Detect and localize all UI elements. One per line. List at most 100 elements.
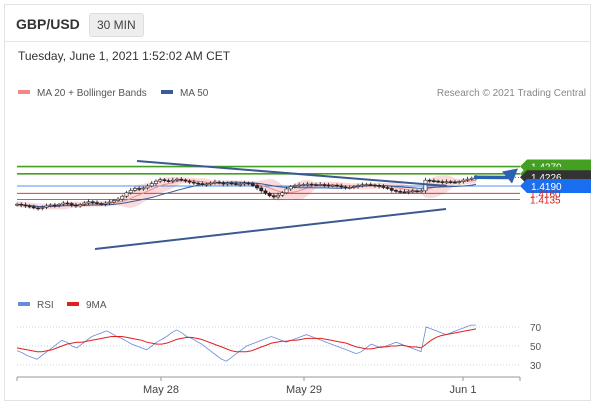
candle-body [225, 182, 230, 185]
candle-body [440, 181, 445, 183]
timeframe-badge[interactable]: 30 MIN [89, 13, 144, 37]
rsi-tick-70: 70 [530, 323, 542, 334]
candle-body [158, 179, 163, 182]
candle-body [267, 192, 272, 197]
candle-body [398, 191, 403, 193]
credit-text: Research © 2021 Trading Central [437, 88, 586, 99]
rsi-ma-line [16, 328, 477, 353]
candle-body [330, 184, 335, 187]
level-label-1.4190: 1.4190 [531, 182, 562, 193]
candle-body [57, 203, 62, 206]
candle-body [120, 195, 125, 200]
candle-body [61, 202, 66, 205]
ma50-legend-swatch [161, 90, 173, 94]
candle-body [175, 178, 179, 181]
candle-body [419, 190, 424, 193]
candle-body [133, 188, 137, 191]
level-label-1.4226: 1.4226 [531, 173, 562, 184]
candle-body [406, 191, 411, 193]
candle-body [15, 203, 19, 206]
candle-body [343, 186, 348, 189]
candle-body [107, 201, 112, 204]
candle-body [276, 194, 280, 198]
candle-body [19, 203, 24, 206]
candle-body [179, 178, 184, 181]
candle-body [263, 190, 268, 194]
candle-body [191, 181, 196, 184]
currency-pair-title: GBP/USD [16, 16, 80, 32]
candle-body [360, 184, 365, 187]
candle-body [284, 188, 289, 194]
candle-body [31, 206, 36, 209]
rsi-legend-label: RSI [37, 300, 54, 311]
candle-body [431, 180, 436, 182]
candle-body [82, 202, 87, 205]
ma50-line [16, 181, 477, 208]
rsi-panel: 70 50 30 [16, 323, 542, 372]
candle-body [250, 183, 255, 186]
candle-body [453, 181, 457, 184]
candle-body [238, 183, 243, 186]
candle-body [293, 185, 297, 187]
projection-arrow-head [502, 168, 518, 184]
candle-body [415, 190, 419, 193]
rsi-tick-50: 50 [530, 342, 542, 353]
candle-body [373, 184, 377, 187]
candle-body [95, 202, 99, 204]
ma20-legend-label: MA 20 + Bollinger Bands [37, 88, 147, 99]
candle-body [99, 203, 104, 205]
candle-body [204, 183, 209, 186]
candle-body [318, 184, 323, 186]
candle-body [288, 186, 293, 190]
rsi-line [16, 324, 476, 362]
candle-body [166, 180, 171, 182]
candle-body [305, 183, 310, 186]
candle-body [162, 179, 167, 181]
candle-body [457, 181, 462, 183]
candle-body [448, 181, 453, 183]
candle-body [271, 195, 276, 198]
time-tick-label: May 28 [143, 384, 179, 396]
candle-body [111, 200, 116, 203]
candle-body [234, 183, 238, 185]
bollinger-band [17, 175, 476, 210]
candle-body [103, 202, 108, 205]
level-tag-1.4190 [520, 179, 591, 193]
candle-body [86, 201, 91, 204]
candle-body [255, 185, 259, 189]
candle-body [356, 185, 360, 187]
candle-body [280, 192, 285, 196]
candle-body [351, 186, 356, 188]
candle-body [183, 179, 188, 182]
candle-body [124, 192, 129, 197]
candle-body [444, 181, 449, 183]
candle-body [381, 186, 386, 188]
ma20-line [16, 179, 477, 208]
candle-body [322, 184, 327, 186]
time-tick-label: May 29 [286, 384, 322, 396]
candle-body [469, 177, 474, 180]
candle-body [116, 198, 120, 201]
candle-body [213, 181, 217, 184]
time-axis: May 28 May 29 Jun 1 [16, 376, 521, 396]
candle-body [301, 184, 306, 186]
candle-body [339, 185, 344, 188]
candle-body [394, 190, 398, 192]
candle-body [410, 190, 415, 193]
candle-body [423, 179, 428, 192]
candle-body [48, 204, 53, 207]
candle-body [389, 188, 394, 191]
candle-body [74, 204, 78, 207]
candle-body [385, 187, 390, 189]
candle-body [78, 204, 83, 207]
candle-body [309, 183, 314, 186]
candle-body [402, 191, 407, 194]
candle-body [170, 179, 175, 182]
candle-body [208, 182, 213, 185]
candle-body [90, 201, 95, 204]
lower-trendline [94, 208, 447, 250]
rsi-tick-30: 30 [530, 361, 542, 372]
ma50-legend-label: MA 50 [180, 88, 209, 99]
ma9-legend-swatch [67, 302, 79, 306]
